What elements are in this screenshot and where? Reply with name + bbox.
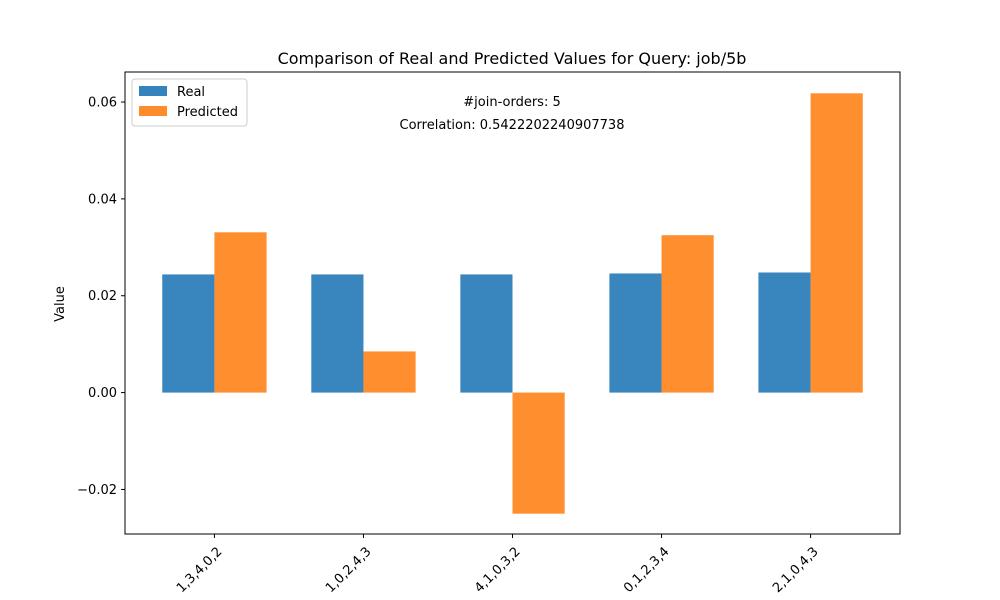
legend-label-real: Real (177, 85, 205, 100)
legend-swatch-predicted (139, 106, 167, 116)
y-tick-label: 0.04 (88, 192, 117, 207)
chart-title: Comparison of Real and Predicted Values … (278, 49, 747, 68)
annotation-join-orders: #join-orders: 5 (463, 95, 560, 110)
plot-frame (124, 71, 901, 535)
y-axis-ticks: −0.02 0.00 0.02 0.04 0.06 (77, 96, 125, 498)
legend-label-predicted: Predicted (177, 105, 238, 120)
bar-real-4 (758, 272, 811, 393)
legend-swatch-real (139, 86, 167, 96)
bar-predicted-3 (661, 235, 714, 393)
bar-predicted-1 (363, 351, 416, 393)
bar-real-0 (162, 274, 215, 393)
bars (162, 93, 863, 514)
bar-real-2 (460, 274, 513, 393)
y-tick-label: −0.02 (77, 483, 117, 498)
annotation-correlation: Correlation: 0.5422202240907738 (400, 118, 625, 133)
y-tick-label: 0.02 (88, 289, 117, 304)
bar-real-1 (311, 274, 364, 393)
bar-predicted-4 (810, 93, 863, 393)
bar-predicted-0 (214, 232, 267, 393)
y-axis-label: Value (53, 286, 68, 322)
y-tick-label: 0.06 (88, 96, 117, 111)
legend: Real Predicted (131, 78, 248, 127)
bar-real-3 (609, 273, 662, 393)
bar-predicted-2 (512, 392, 565, 514)
y-tick-label: 0.00 (88, 386, 117, 401)
